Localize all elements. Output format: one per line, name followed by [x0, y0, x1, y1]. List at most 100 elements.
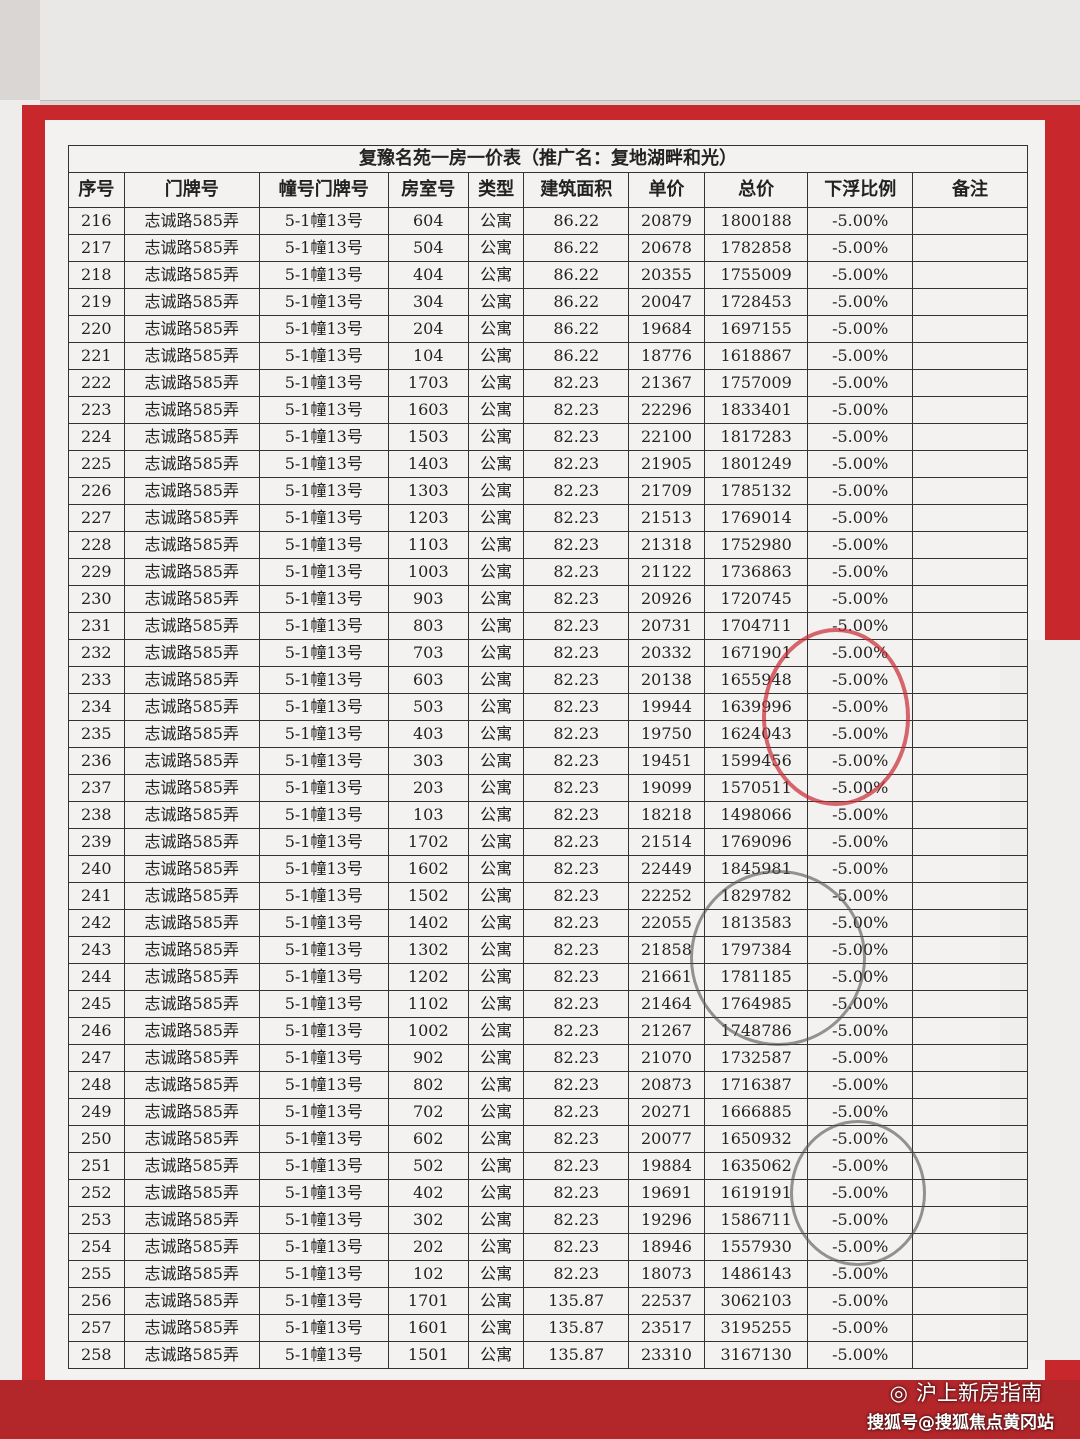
floor-area: 82.23 [523, 855, 629, 883]
discount-rate: -5.00% [807, 720, 913, 748]
table-row: 258 志诚路585弄 5-1幢13号 1501 公寓 135.87 23310 316713… [68, 1341, 1028, 1369]
building-number: 5-1幢13号 [258, 207, 389, 235]
discount-rate: -5.00% [807, 396, 913, 424]
table-row: 229 志诚路585弄 5-1幢13号 1003 公寓 82.23 21122 1736863… [68, 558, 1028, 586]
room-number: 1502 [387, 882, 469, 910]
note [912, 477, 1028, 505]
row-number: 222 [68, 369, 125, 397]
floor-area: 82.23 [523, 1071, 629, 1099]
note [912, 207, 1028, 235]
street-address: 志诚路585弄 [123, 1125, 260, 1153]
floor-area: 82.23 [523, 693, 629, 721]
table-row: 241 志诚路585弄 5-1幢13号 1502 公寓 82.23 22252 1829782… [68, 882, 1028, 910]
room-number: 1403 [387, 450, 469, 478]
note [912, 747, 1028, 775]
building-number: 5-1幢13号 [258, 1017, 389, 1045]
room-number: 1702 [387, 828, 469, 856]
unit-type: 公寓 [467, 342, 525, 370]
row-number: 237 [68, 774, 125, 802]
street-address: 志诚路585弄 [123, 1206, 260, 1234]
footer-band [0, 1380, 1080, 1439]
unit-price: 20077 [628, 1125, 705, 1153]
floor-area: 82.23 [523, 720, 629, 748]
unit-price: 23517 [628, 1314, 705, 1342]
unit-price: 20926 [628, 585, 705, 613]
street-address: 志诚路585弄 [123, 963, 260, 991]
unit-price: 23310 [628, 1341, 705, 1369]
building-number: 5-1幢13号 [258, 1152, 389, 1180]
floor-area: 82.23 [523, 396, 629, 424]
unit-type: 公寓 [467, 234, 525, 262]
building-number: 5-1幢13号 [258, 1341, 389, 1369]
street-address: 志诚路585弄 [123, 936, 260, 964]
unit-type: 公寓 [467, 963, 525, 991]
discount-rate: -5.00% [807, 342, 913, 370]
discount-rate: -5.00% [807, 801, 913, 829]
discount-rate: -5.00% [807, 558, 913, 586]
building-number: 5-1幢13号 [258, 855, 389, 883]
building-number: 5-1幢13号 [258, 1098, 389, 1126]
street-address: 志诚路585弄 [123, 423, 260, 451]
floor-area: 82.23 [523, 558, 629, 586]
unit-type: 公寓 [467, 1017, 525, 1045]
unit-type: 公寓 [467, 1098, 525, 1126]
street-address: 志诚路585弄 [123, 1152, 260, 1180]
unit-type: 公寓 [467, 423, 525, 451]
unit-price: 21122 [628, 558, 705, 586]
table-row: 250 志诚路585弄 5-1幢13号 602 公寓 82.23 20077 1650932-… [68, 1125, 1028, 1153]
row-number: 239 [68, 828, 125, 856]
floor-area: 86.22 [523, 342, 629, 370]
note [912, 963, 1028, 991]
table-row: 223 志诚路585弄 5-1幢13号 1603 公寓 82.23 22296 1833401… [68, 396, 1028, 424]
row-number: 243 [68, 936, 125, 964]
row-number: 219 [68, 288, 125, 316]
unit-type: 公寓 [467, 531, 525, 559]
discount-rate: -5.00% [807, 990, 913, 1018]
building-number: 5-1幢13号 [258, 882, 389, 910]
room-number: 1501 [387, 1341, 469, 1369]
street-address: 志诚路585弄 [123, 1314, 260, 1342]
building-number: 5-1幢13号 [258, 1125, 389, 1153]
discount-rate: -5.00% [807, 261, 913, 289]
row-number: 225 [68, 450, 125, 478]
table-title: 复豫名苑一房一价表（推广名：复地湖畔和光） [68, 145, 1028, 172]
building-number: 5-1幢13号 [258, 639, 389, 667]
table-row: 221 志诚路585弄 5-1幢13号 104 公寓 86.22 18776 1618867-… [68, 342, 1028, 370]
note [912, 504, 1028, 532]
unit-price: 21905 [628, 450, 705, 478]
unit-price: 18073 [628, 1260, 705, 1288]
row-number: 241 [68, 882, 125, 910]
unit-price: 22449 [628, 855, 705, 883]
floor-area: 86.22 [523, 261, 629, 289]
unit-price: 20271 [628, 1098, 705, 1126]
floor-area: 82.23 [523, 1260, 629, 1288]
floor-area: 82.23 [523, 963, 629, 991]
street-address: 志诚路585弄 [123, 1017, 260, 1045]
room-number: 304 [387, 288, 469, 316]
row-number: 242 [68, 909, 125, 937]
building-number: 5-1幢13号 [258, 747, 389, 775]
room-number: 1003 [387, 558, 469, 586]
unit-price: 21318 [628, 531, 705, 559]
floor-area: 82.23 [523, 612, 629, 640]
total-price: 1782858 [703, 234, 809, 262]
discount-rate: -5.00% [807, 1260, 913, 1288]
row-number: 256 [68, 1287, 125, 1315]
discount-rate: -5.00% [807, 315, 913, 343]
table-header-row: 序号 门牌号 幢号门牌号 房室号 类型 建筑面积 单价 总价 下浮比例 备注 [68, 172, 1028, 208]
floor-area: 86.22 [523, 315, 629, 343]
note [912, 855, 1028, 883]
building-number: 5-1幢13号 [258, 1260, 389, 1288]
table-row: 247 志诚路585弄 5-1幢13号 902 公寓 82.23 21070 1732587-… [68, 1044, 1028, 1072]
note [912, 1071, 1028, 1099]
unit-price: 20355 [628, 261, 705, 289]
building-number: 5-1幢13号 [258, 828, 389, 856]
total-price: 1716387 [703, 1071, 809, 1099]
building-number: 5-1幢13号 [258, 423, 389, 451]
table-row: 218 志诚路585弄 5-1幢13号 404 公寓 86.22 20355 1755009-… [68, 261, 1028, 289]
building-number: 5-1幢13号 [258, 909, 389, 937]
table-row: 242 志诚路585弄 5-1幢13号 1402 公寓 82.23 22055 1813583… [68, 909, 1028, 937]
note [912, 828, 1028, 856]
floor-area: 86.22 [523, 288, 629, 316]
total-price: 1833401 [703, 396, 809, 424]
